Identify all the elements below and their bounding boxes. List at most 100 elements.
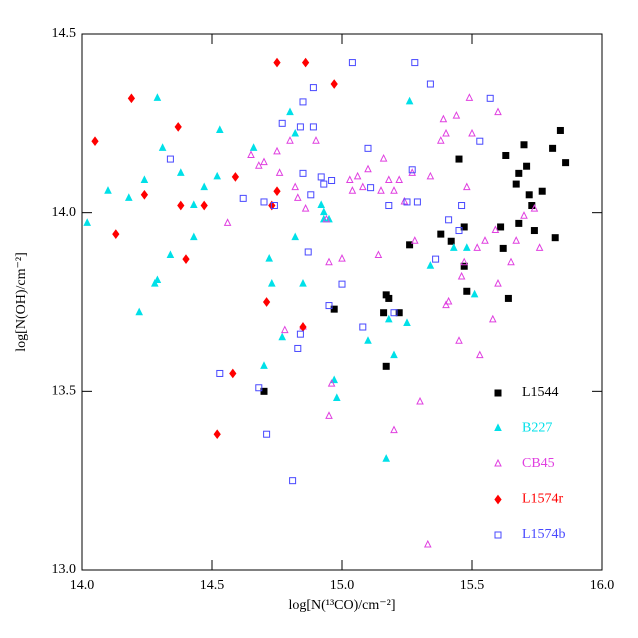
- point: [213, 171, 222, 180]
- point: [475, 350, 484, 359]
- point: [390, 350, 398, 359]
- point: [286, 107, 294, 116]
- y-tick-label: 13.0: [52, 562, 77, 577]
- point: [166, 155, 174, 163]
- point: [319, 207, 328, 216]
- legend-label: L1574b: [522, 527, 566, 542]
- point: [124, 193, 133, 201]
- point: [455, 227, 463, 235]
- point: [486, 94, 494, 102]
- point: [273, 146, 281, 155]
- point: [291, 128, 300, 137]
- point: [460, 223, 468, 231]
- point: [299, 169, 307, 177]
- point: [249, 143, 258, 151]
- point: [348, 186, 357, 194]
- point: [153, 93, 162, 101]
- point: [382, 454, 391, 462]
- legend-label: CB45: [522, 456, 555, 471]
- point: [301, 203, 310, 212]
- point: [150, 279, 159, 287]
- point: [551, 234, 559, 242]
- point: [322, 214, 331, 223]
- point: [278, 332, 287, 341]
- point: [262, 297, 271, 307]
- point: [140, 189, 149, 200]
- point: [390, 309, 398, 317]
- point: [83, 218, 92, 226]
- point: [380, 309, 388, 317]
- y-tick-label: 13.5: [52, 384, 77, 399]
- point: [213, 429, 221, 440]
- point: [325, 411, 333, 419]
- point: [449, 243, 458, 251]
- point: [112, 229, 120, 239]
- point: [520, 211, 528, 219]
- point: [367, 184, 375, 192]
- point: [182, 254, 190, 264]
- point: [436, 136, 445, 144]
- point: [189, 200, 198, 209]
- point: [458, 202, 466, 210]
- legend-label: B227: [522, 421, 552, 436]
- point: [254, 161, 263, 169]
- point: [229, 368, 237, 379]
- point: [247, 150, 255, 158]
- point: [494, 279, 502, 287]
- point: [556, 126, 564, 134]
- point: [476, 137, 484, 145]
- plot-frame: [81, 33, 603, 571]
- point: [325, 302, 333, 310]
- legend-label: L1574r: [522, 492, 564, 507]
- point: [426, 261, 435, 269]
- point: [317, 200, 326, 209]
- point: [338, 280, 346, 288]
- point: [410, 236, 419, 244]
- point: [328, 177, 336, 185]
- point: [267, 279, 276, 287]
- legend-marker: [494, 531, 502, 539]
- point: [330, 79, 338, 89]
- point: [468, 128, 476, 137]
- x-tick-label: 14.5: [200, 578, 225, 593]
- point: [395, 309, 403, 317]
- point: [273, 57, 281, 68]
- point: [270, 202, 278, 210]
- point: [307, 191, 315, 199]
- point: [309, 84, 317, 92]
- point: [338, 254, 346, 262]
- point: [385, 202, 393, 210]
- point: [348, 59, 356, 67]
- y-axis-label: log[N(OH)/cm⁻²]: [14, 252, 29, 351]
- point: [260, 387, 268, 395]
- point: [91, 136, 99, 147]
- point: [423, 539, 432, 548]
- point: [299, 279, 307, 287]
- point: [463, 287, 471, 295]
- point: [299, 98, 307, 106]
- point: [470, 289, 479, 298]
- point: [549, 144, 557, 152]
- point: [497, 223, 505, 231]
- point: [530, 227, 538, 235]
- point: [345, 175, 354, 184]
- point: [512, 180, 520, 188]
- point: [460, 257, 469, 266]
- point: [153, 275, 162, 284]
- point: [538, 187, 546, 195]
- point: [530, 203, 539, 212]
- legend-marker: [494, 494, 502, 505]
- point: [301, 57, 310, 68]
- x-tick-label: 15.5: [460, 578, 485, 593]
- point: [364, 336, 372, 344]
- point: [481, 236, 489, 244]
- point: [535, 243, 544, 251]
- point: [379, 153, 388, 162]
- point: [384, 314, 393, 323]
- y-tick-label: 14.0: [52, 205, 77, 220]
- point: [158, 143, 167, 151]
- point: [377, 186, 385, 194]
- point: [260, 198, 268, 206]
- point: [327, 379, 336, 387]
